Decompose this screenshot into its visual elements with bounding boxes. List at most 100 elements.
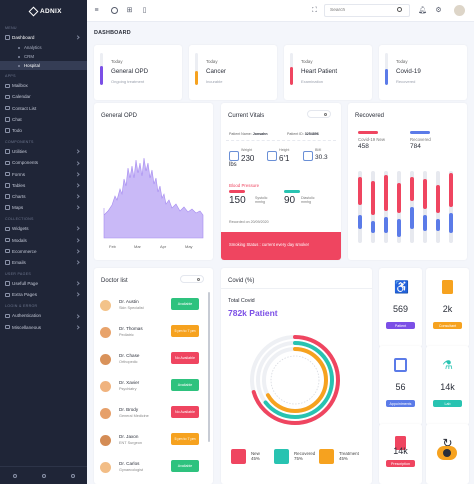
- tile-appointments[interactable]: 56 Appointments: [379, 346, 422, 425]
- ring-dotted: [270, 355, 320, 405]
- scrollbar[interactable]: [208, 292, 210, 442]
- chat-toggle-button[interactable]: [437, 446, 457, 460]
- fullscreen-icon[interactable]: ⛶: [312, 7, 317, 14]
- brand-name: ADNIX: [40, 7, 62, 15]
- divider: [226, 140, 336, 141]
- clipboard-icon[interactable]: ▯: [142, 7, 147, 14]
- sidebar-item-modals[interactable]: Modals: [0, 234, 87, 245]
- contacts-icon: [5, 105, 10, 111]
- blue-seg: [358, 215, 362, 229]
- status-badge[interactable]: Available: [171, 379, 199, 391]
- sidebar-item-extra-pages[interactable]: Extra Pages: [0, 289, 87, 300]
- sidebar-item-authentication[interactable]: Authentication: [0, 310, 87, 321]
- menu-icon[interactable]: ≡: [94, 7, 99, 14]
- sidebar-item-maps[interactable]: Maps: [0, 202, 87, 213]
- mail-icon: [5, 83, 10, 89]
- covid-new-swatch: [358, 131, 378, 134]
- topbar: ≡ ⊞ ▯ ⛶ 🔔︎ ⚙: [87, 0, 474, 22]
- sidebar-item-forms[interactable]: Forms: [0, 169, 87, 180]
- sidebar-footer: [0, 466, 87, 484]
- tile-value: 14k: [393, 446, 408, 456]
- tile-patient[interactable]: ♿ 569 Patient: [379, 268, 422, 347]
- sidebar-item-dashboard[interactable]: Dashboard: [0, 32, 87, 43]
- sidebar-sub-analytics[interactable]: Analytics: [0, 43, 87, 52]
- list-item[interactable]: Dr. Austin Skin Specialist Available: [100, 294, 200, 321]
- vitals-search[interactable]: [307, 110, 331, 118]
- sidebar-item-charts[interactable]: Charts: [0, 191, 87, 202]
- sidebar-sub-crm[interactable]: CRM: [0, 52, 87, 61]
- tile-refresh[interactable]: ↻: [426, 424, 469, 484]
- tile-badge: Consultant: [433, 322, 462, 329]
- doctor-name: Dr. Xavier: [119, 380, 140, 385]
- divider: [221, 288, 372, 289]
- sidebar-item-mailbox[interactable]: Mailbox: [0, 80, 87, 91]
- sidebar-item-ecommerce[interactable]: Ecommerce: [0, 246, 87, 257]
- mail-icon[interactable]: [41, 473, 46, 478]
- status-badge[interactable]: Available: [171, 298, 199, 310]
- grid-icon[interactable]: ⊞: [126, 7, 133, 14]
- sidebar-item-widgets[interactable]: Widgets: [0, 223, 87, 234]
- ring-recovered: [250, 335, 340, 425]
- sidebar-item-label: Calendar: [12, 94, 31, 100]
- doctor-name: Dr. Brody: [119, 407, 139, 412]
- list-item[interactable]: Dr. Thomas Pediatric 5 pm to 7 pm: [100, 321, 200, 348]
- doctor-name: Dr. Chase: [119, 353, 140, 358]
- sidebar-item-tables[interactable]: Tables: [0, 180, 87, 191]
- chevron-icon: [75, 160, 80, 165]
- sidebar-item-todo[interactable]: Todo: [0, 125, 87, 136]
- height-value: 6'1: [279, 154, 290, 163]
- current-vitals-card: Current Vitals Patient Name: Jonsahn Pat…: [221, 103, 341, 260]
- doctor-specialty: Psychiatry: [119, 387, 137, 391]
- sidebar-item-miscellaneous[interactable]: Miscellaneous: [0, 322, 87, 333]
- document-icon: [442, 280, 453, 294]
- opd-area: [103, 157, 204, 239]
- sidebar-item-components[interactable]: Components: [0, 157, 87, 168]
- tile-badge: Appointments: [386, 400, 415, 407]
- legend-swatch-new: [231, 449, 246, 464]
- todo-icon: [5, 128, 10, 133]
- sidebar-item-emails[interactable]: Emails: [0, 257, 87, 268]
- chevron-icon: [75, 149, 80, 154]
- tile-consultant[interactable]: 2k Consultant: [426, 268, 469, 347]
- list-item[interactable]: Dr. Chase Orthopedic No Available: [100, 348, 200, 375]
- globe-icon[interactable]: [111, 7, 118, 14]
- sidebar-item-label: Widgets: [12, 226, 29, 232]
- tile-prescription[interactable]: 14k Prescription: [379, 424, 422, 484]
- sidebar-item-chat[interactable]: Chat: [0, 114, 87, 125]
- list-item[interactable]: Dr. Brody General Medicine No Available: [100, 402, 200, 429]
- list-item[interactable]: Dr. Xavier Psychiatry Available: [100, 375, 200, 402]
- status-badge[interactable]: Available: [171, 460, 199, 472]
- brand[interactable]: ADNIX: [0, 0, 87, 22]
- sidebar-item-utilities[interactable]: Utilities: [0, 146, 87, 157]
- chevron-icon: [75, 281, 80, 286]
- sidebar-sub-hospital[interactable]: Hospital: [0, 61, 87, 71]
- charts-icon: [5, 194, 10, 199]
- sidebar-item-calendar[interactable]: Calendar: [0, 91, 87, 102]
- sidebar-item-usefull-page[interactable]: Usefull Page: [0, 278, 87, 289]
- card-title: General OPD: [101, 113, 138, 119]
- weight-value: 230: [241, 154, 255, 163]
- blue-seg: [410, 207, 414, 229]
- blue-seg: [384, 217, 388, 233]
- sidebar: ADNIX MENU Dashboard Analytics CRM Hospi…: [0, 0, 87, 484]
- user-pages-heading: USER PAGES: [5, 272, 32, 276]
- covid-percent-card: Covid (%) Total Covid 782k Patient New 45…: [221, 268, 372, 484]
- status-badge[interactable]: No Available: [171, 352, 199, 364]
- tile-lab[interactable]: ⚗ 14k Lab: [426, 346, 469, 425]
- search-icon[interactable]: [397, 7, 402, 12]
- power-icon[interactable]: [70, 473, 75, 478]
- search-input[interactable]: [324, 4, 410, 17]
- settings-icon[interactable]: [12, 473, 17, 478]
- recovered-col: [423, 171, 427, 243]
- status-badge[interactable]: No Available: [171, 406, 199, 418]
- status-badge[interactable]: 5 pm to 7 pm: [171, 325, 199, 337]
- list-item[interactable]: Dr. Jaxon ENT Surgeon 5 pm to 7 pm: [100, 429, 200, 456]
- systolic-value: 150: [229, 195, 246, 206]
- settings-icon[interactable]: ⚙: [435, 7, 442, 14]
- bell-icon[interactable]: 🔔︎: [418, 7, 427, 14]
- sidebar-item-contact-list[interactable]: Contact List: [0, 103, 87, 114]
- doctor-search[interactable]: [180, 275, 204, 283]
- list-item[interactable]: Dr. Carlos Gynaecologist Available: [100, 456, 200, 483]
- status-badge[interactable]: 5 pm to 7 pm: [171, 433, 199, 445]
- user-avatar[interactable]: [454, 5, 465, 16]
